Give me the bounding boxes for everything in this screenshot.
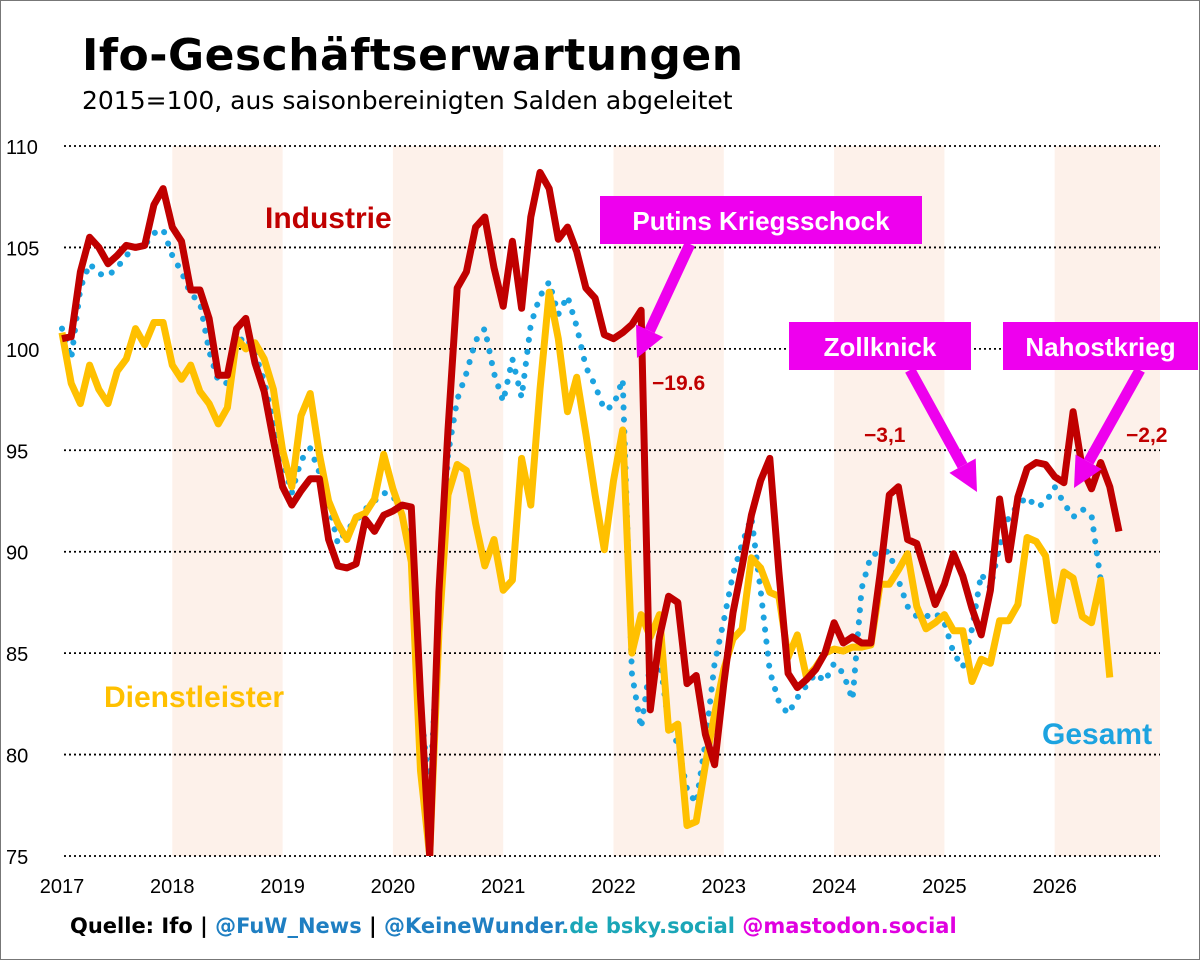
x-tick-label: 2023 <box>702 876 747 898</box>
y-tick-label: 100 <box>6 340 39 362</box>
x-tick-label: 2026 <box>1032 876 1077 898</box>
y-tick-label: 85 <box>6 644 28 666</box>
callout-zollknick-arrow-head <box>949 458 977 492</box>
year-band-2026 <box>1054 146 1160 856</box>
source-separator: | <box>361 914 384 938</box>
source-line: Quelle: Ifo | @FuW_News | @KeineWunder.d… <box>70 914 957 938</box>
y-tick-label: 110 <box>6 137 38 159</box>
callout-putins-arrow-head <box>636 324 664 358</box>
bsky-handle[interactable]: bsky.social <box>605 914 743 938</box>
series-label-gesamt: Gesamt <box>1042 718 1152 751</box>
callout-nahostkrieg-box <box>1003 322 1198 370</box>
y-tick-label: 80 <box>6 746 28 768</box>
callout-zollknick-label: Zollknick <box>824 332 937 362</box>
chart-title: Ifo-Geschäftserwartungen <box>82 30 744 81</box>
callout-putins-box <box>600 196 922 244</box>
year-band-2018 <box>172 146 283 856</box>
source-prefix: Quelle: Ifo | <box>70 914 216 938</box>
x-tick-label: 2022 <box>591 876 636 898</box>
callout-nahostkrieg-arrow-head <box>1074 454 1102 488</box>
y-tick-label: 105 <box>6 238 39 260</box>
domain-de: .de <box>561 914 606 938</box>
chart-subtitle: 2015=100, aus saisonbereinigten Salden a… <box>82 86 733 115</box>
x-tick-label: 2018 <box>150 876 195 898</box>
y-tick-label: 95 <box>6 441 28 463</box>
callout-zollknick-box <box>789 322 971 370</box>
x-tick-label: 2021 <box>481 876 526 898</box>
x-tick-label: 2024 <box>812 876 857 898</box>
series-label-dienstleister: Dienstleister <box>104 681 284 714</box>
fuw-handle[interactable]: @FuW_News <box>215 914 362 938</box>
x-tick-label: 2025 <box>922 876 967 898</box>
value-label-nahostkrieg: −2,2 <box>1126 424 1167 447</box>
y-tick-label: 75 <box>6 847 28 869</box>
value-label-zollknick: −3,1 <box>864 424 906 447</box>
series-label-industrie: Industrie <box>265 202 392 235</box>
series-line-industrie <box>61 168 1123 856</box>
callout-nahostkrieg-arrow-shaft <box>1083 367 1145 465</box>
x-tick-label: 2019 <box>260 876 305 898</box>
callout-putins-label: Putins Kriegsschock <box>632 206 890 236</box>
mastodon-handle[interactable]: @mastodon.social <box>742 914 957 938</box>
value-label-putins: −19.6 <box>652 372 705 395</box>
callout-nahostkrieg-label: Nahostkrieg <box>1025 332 1175 362</box>
x-tick-label: 2017 <box>40 876 85 898</box>
callout-zollknick-arrow-shaft <box>905 367 968 469</box>
keinewunder-handle[interactable]: @KeineWunder <box>384 914 562 938</box>
callout-putins-arrow-shaft <box>644 241 695 334</box>
x-tick-label: 2020 <box>371 876 416 898</box>
y-tick-label: 90 <box>6 543 28 565</box>
